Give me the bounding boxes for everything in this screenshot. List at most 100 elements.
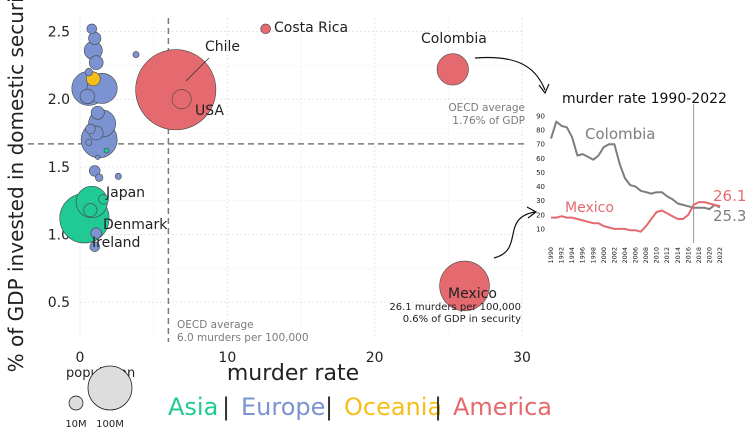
legend-europe: Europe: [241, 393, 326, 421]
country-bubble: [95, 154, 101, 160]
x-tick-label: 30: [513, 350, 531, 366]
size-legend-100m-label: 100M: [96, 419, 124, 430]
inset-x-tick-label: 2002: [610, 247, 618, 264]
inset-x-tick-label: 2004: [621, 247, 629, 264]
legend-oceania: Oceania: [344, 393, 443, 421]
inset-y-tick-label: 30: [536, 197, 545, 205]
mexico-note-line2: 0.6% of GDP in security: [403, 314, 521, 325]
legend-asia: Asia: [168, 393, 219, 421]
inset-x-tick-label: 2014: [674, 247, 682, 264]
country-bubble-denmark: [90, 227, 102, 239]
country-bubble-usa: [135, 49, 217, 131]
country-bubble: [84, 68, 93, 77]
legend-america: America: [453, 393, 552, 421]
country-bubble: [88, 55, 104, 70]
inset-x-tick-label: 2016: [684, 247, 692, 264]
y-tick-label: 1.5: [48, 160, 70, 176]
country-bubble-ireland: [89, 241, 100, 252]
y-axis-title-line1: % of GDP invested in domestic security: [4, 0, 28, 372]
inset-y-tick-label: 60: [536, 155, 545, 163]
colombia-arrowhead: [538, 83, 550, 95]
legend-separator: |: [434, 393, 443, 421]
inset-series-lines: [550, 120, 721, 233]
size-legend-10m-circle: [68, 395, 84, 411]
inset-x-tick-label: 1998: [589, 247, 597, 264]
inset-y-tick-label: 80: [536, 127, 545, 135]
country-bubble-chile: [171, 89, 192, 110]
country-bubble: [90, 105, 105, 120]
label-costa-rica: Costa Rica: [274, 20, 348, 36]
country-bubble-colombia: [436, 53, 469, 86]
country-bubble: [88, 31, 102, 45]
scatter-plot: 0 10 20 300.51.01.52.02.5 OECD average 1.76…: [4, 0, 531, 386]
country-bubble: [89, 165, 101, 177]
country-bubble: [132, 51, 140, 58]
label-ireland: Ireland: [92, 235, 140, 251]
x-tick-label: 20: [366, 350, 384, 366]
country-bubble: [114, 172, 122, 180]
inset-x-tick-label: 2012: [663, 247, 671, 264]
murder-rate-inset-chart: murder rate 1990-2022 10 20 30 40 50 60 70 80 90…: [536, 91, 746, 264]
label-chile: Chile: [205, 39, 240, 55]
country-bubble-costa-rica: [260, 23, 271, 35]
mexico-arrow: [493, 211, 536, 259]
inset-x-tick-label: 2022: [716, 247, 724, 264]
inset-x-tick-label: 2006: [632, 247, 640, 264]
inset-mexico-label: Mexico: [565, 200, 614, 216]
country-bubble: [86, 23, 98, 35]
x-tick-label: 0: [76, 350, 85, 366]
inset-colombia-end-value: 25.3: [713, 207, 746, 225]
inset-y-tick-label: 50: [536, 169, 545, 177]
y-tick-label: 0.5: [48, 295, 70, 311]
oecd-murder-label-line2: 6.0 murders per 100,000: [177, 332, 309, 344]
colombia-arrow: [474, 56, 546, 91]
mexico-note-line1: 26.1 murders per 100,000: [389, 302, 521, 313]
size-legend-100m-circle: [87, 365, 133, 411]
inset-mexico-end-value: 26.1: [713, 187, 746, 205]
inset-x-tick-label: 2000: [600, 247, 608, 264]
oecd-gdp-label-line2: 1.76% of GDP: [452, 115, 525, 127]
inset-y-tick-label: 90: [536, 113, 545, 121]
inset-x-tick-label: 1994: [568, 247, 576, 264]
label-mexico: Mexico: [448, 286, 497, 302]
chile-pointer: [185, 57, 210, 82]
size-legend-10m-label: 10M: [65, 419, 86, 430]
country-bubble: [79, 88, 95, 105]
country-bubble: [85, 123, 96, 135]
inset-colombia-label: Colombia: [585, 125, 656, 143]
legend-separator: |: [222, 393, 231, 421]
country-bubble: [85, 139, 93, 146]
y-tick-label: 2.0: [48, 92, 70, 108]
inset-line-mexico: [551, 201, 721, 233]
country-bubble: [98, 194, 109, 205]
scatter-points: [59, 23, 490, 312]
oecd-murder-label-line1: OECD average: [177, 319, 254, 331]
label-denmark: Denmark: [103, 217, 168, 233]
inset-x-tick-label: 2010: [653, 247, 661, 264]
y-tick-label: 2.5: [48, 25, 70, 41]
country-bubble-japan: [83, 203, 98, 218]
inset-y-tick-label: 40: [536, 183, 545, 191]
label-japan: Japan: [105, 185, 145, 201]
x-tick-label: 10: [218, 350, 236, 366]
inset-y-tick-label: 70: [536, 141, 545, 149]
x-axis-title: murder rate: [227, 361, 359, 386]
inset-x-tick-label: 1990: [547, 247, 555, 264]
country-bubble: [95, 173, 104, 182]
country-bubble-mexico: [439, 260, 490, 312]
mexico-arrowhead: [526, 206, 538, 219]
inset-x-tick-label: 1992: [558, 247, 566, 264]
inset-y-tick-label: 10: [536, 225, 545, 233]
inset-x-tick-label: 2020: [705, 247, 713, 264]
inset-title: murder rate 1990-2022: [562, 91, 727, 107]
label-colombia: Colombia: [421, 31, 487, 47]
legend-separator: |: [325, 393, 334, 421]
population-size-legend: population 10M 100M: [65, 365, 135, 430]
inset-x-tick-label: 2018: [695, 247, 703, 264]
inset-x-tick-label: 1996: [579, 247, 587, 264]
inset-y-tick-label: 20: [536, 211, 545, 219]
label-usa: USA: [195, 103, 224, 119]
oecd-gdp-label-line1: OECD average: [448, 102, 525, 114]
